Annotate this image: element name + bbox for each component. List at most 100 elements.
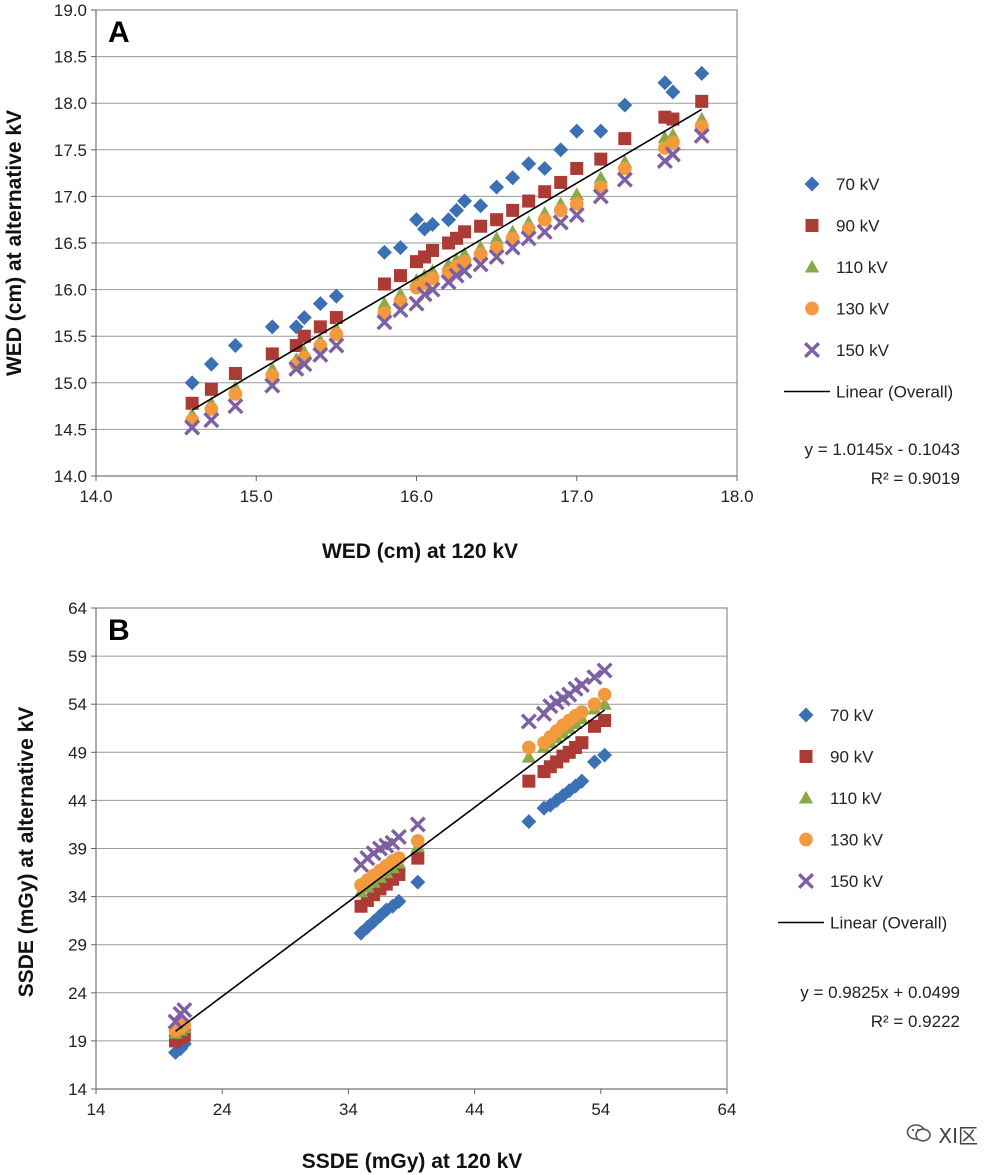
chart-a-legend-item-trendline: Linear (Overall): [784, 383, 953, 402]
chart-a-data-point: [537, 212, 552, 227]
chart-b-data-point: [597, 747, 613, 763]
chart-a-data-point: [570, 161, 584, 175]
chart-b-data-point: [587, 754, 602, 770]
chart-b-y-tick-label: 59: [68, 647, 87, 666]
chart-a-panel-label: A: [108, 16, 130, 49]
chart-a-data-point: [522, 194, 536, 208]
chart-a-data-point: [425, 271, 440, 286]
chart-a-data-point: [329, 327, 344, 342]
chart-a-data-point: [264, 319, 280, 335]
chart-a-data-point: [457, 193, 473, 209]
chart-a-data-point: [521, 222, 536, 236]
chart-b-data-point: [390, 828, 407, 845]
chart-a-data-point: [473, 198, 489, 214]
chart-b-data-point: [575, 705, 589, 719]
chart-b-data-point: [392, 851, 406, 865]
chart-a-data-point: [313, 338, 328, 353]
chart-b-data-point: [598, 714, 612, 728]
chart-a-data-point: [376, 244, 392, 260]
chart-b-series-70-kv: [168, 747, 613, 1060]
chart-b-r-squared: R² = 0.9222: [871, 1012, 960, 1031]
chart-a-legend-item: 70 kV: [804, 175, 880, 194]
chart-b-x-tick-label: 44: [465, 1100, 484, 1119]
chart-b-y-tick-label: 64: [68, 599, 87, 618]
chart-b-legend-item: 150 kV: [797, 872, 884, 891]
chart-a-data-point: [665, 84, 681, 100]
chart-b-data-point: [587, 719, 601, 733]
chart-b-data-point: [574, 773, 590, 789]
chart-a-data-point: [227, 398, 244, 415]
chart-a-data-point: [694, 65, 710, 81]
chart-a-y-tick-label: 18.0: [54, 94, 87, 113]
chart-b-y-tick-label: 24: [68, 984, 87, 1003]
chart-b-points: [167, 662, 613, 1060]
chart-a-legend-marker: [805, 301, 819, 316]
chart-a-data-point: [537, 160, 553, 176]
chart-a-data-point: [425, 216, 440, 232]
chart-a-x-tick-label: 18.0: [720, 487, 753, 506]
chart-a-data-point: [694, 119, 709, 134]
chart-a-data-point: [185, 396, 199, 410]
chart-a-y-tick-label: 17.0: [54, 187, 87, 206]
chart-a-x-tick-label: 16.0: [400, 487, 433, 506]
chart-a-data-point: [228, 366, 242, 380]
chart-a-y-tick-label: 18.5: [54, 48, 87, 67]
chart-a-data-point: [617, 97, 633, 113]
chart-a-data-point: [505, 170, 521, 186]
chart-a-points: [184, 65, 710, 436]
chart-a-legend-label: 70 kV: [836, 175, 880, 194]
chart-b-data-point: [167, 1013, 184, 1030]
chart-a-y-tick-label: 17.5: [54, 141, 87, 160]
chart-a-data-point: [521, 156, 537, 172]
chart-a-y-tick-label: 14.5: [54, 420, 87, 439]
chart-a-legend-item: 150 kV: [803, 341, 890, 360]
chart-a-data-point: [457, 254, 472, 269]
chart-a-data-point: [664, 146, 681, 163]
chart-a-y-tick-label: 14.0: [54, 467, 87, 486]
chart-a-legend-item: 90 kV: [805, 217, 880, 236]
chart-b-data-point: [575, 736, 589, 750]
chart-a-y-tick-label: 19.0: [54, 1, 87, 20]
chart-a-legend: 70 kV 90 kV 110 kV 130 kV 150 kV Linear (Over…: [784, 175, 953, 402]
chart-b-data-point: [522, 740, 536, 755]
chart-a-data-point: [204, 402, 219, 416]
chart-a-data-point: [593, 170, 608, 184]
chart-a-data-point: [416, 286, 433, 303]
chart-b-data-point: [587, 697, 602, 712]
chart-b-legend-item: 130 kV: [799, 831, 884, 850]
chart-a-data-point: [313, 320, 327, 334]
chart-a-data-point: [520, 230, 537, 247]
chart-b-data-point: [372, 908, 388, 924]
chart-b-y-axis-title: SSDE (mGy) at alternative kV: [15, 707, 38, 998]
chart-a-data-point: [594, 152, 608, 166]
chart-b: 14 19 24 29 34 39 44 49 54 59 64 14 24 34 44 54 64 B SS…: [15, 599, 960, 1173]
chart-a-data-point: [203, 412, 220, 429]
chart-a-data-point: [666, 135, 680, 150]
chart-a-data-point: [474, 219, 488, 233]
chart-a-data-point: [456, 262, 473, 279]
chart-a-x-tick-label: 17.0: [560, 487, 593, 506]
chart-a-data-point: [538, 185, 552, 199]
chart-a-data-point: [328, 288, 344, 304]
chart-b-data-point: [597, 697, 612, 710]
chart-b-data-point: [521, 749, 537, 763]
chart-a-data-point: [552, 214, 569, 231]
chart-b-legend-label: Linear (Overall): [830, 914, 947, 933]
chart-a-data-point: [488, 248, 505, 266]
chart-a-data-point: [265, 368, 280, 383]
chart-b-panel-label: B: [108, 614, 130, 647]
chart-b-data-point: [410, 833, 425, 848]
chart-a-legend-label: 110 kV: [836, 258, 888, 277]
chart-a-data-point: [505, 231, 520, 246]
chart-a-data-point: [392, 302, 409, 319]
chart-b-data-point: [359, 919, 375, 935]
chart-a-data-point: [593, 180, 608, 194]
chart-b-data-point: [549, 792, 565, 808]
chart-b-x-tick-label: 24: [213, 1100, 232, 1119]
chart-a-data-point: [204, 382, 218, 396]
watermark-text: XI区: [938, 1124, 978, 1148]
chart-b-y-tick-label: 19: [68, 1032, 87, 1051]
chart-a-data-point: [553, 142, 569, 158]
chart-b-legend-marker: [798, 790, 814, 804]
